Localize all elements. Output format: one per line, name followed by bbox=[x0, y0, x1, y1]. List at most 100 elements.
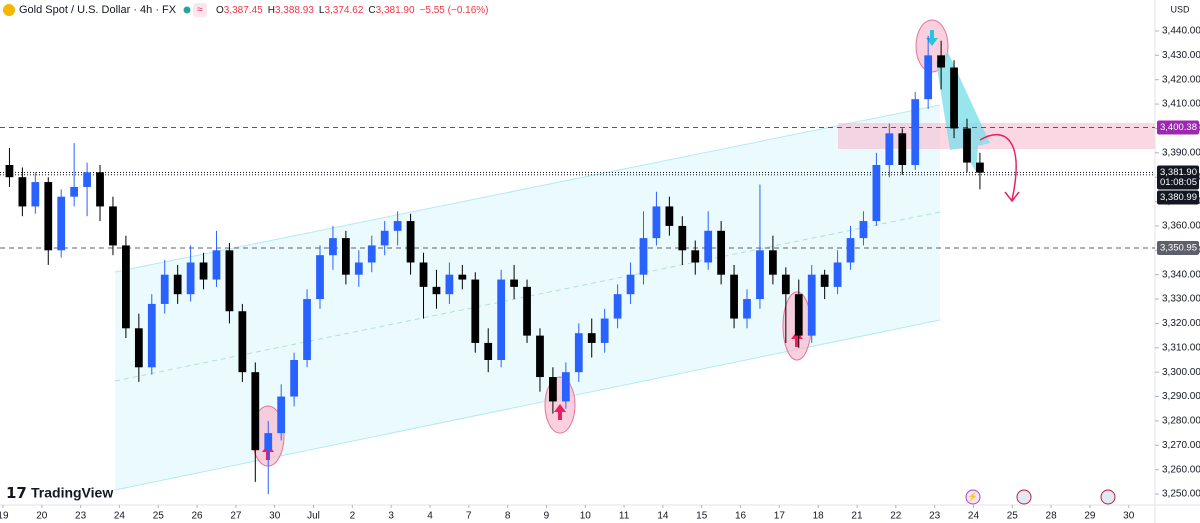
candle-body bbox=[691, 250, 700, 263]
candle-body bbox=[212, 250, 221, 280]
candle-body bbox=[846, 238, 855, 263]
candle-body bbox=[354, 262, 363, 275]
candle-body bbox=[199, 262, 208, 280]
candle-body bbox=[173, 274, 182, 295]
y-tick-label: 3,330.00 bbox=[1162, 294, 1200, 305]
candle-body bbox=[341, 238, 350, 275]
down-arrow-big bbox=[936, 52, 990, 172]
candle-body bbox=[96, 172, 104, 207]
candle-body bbox=[238, 311, 247, 373]
price-tag bbox=[1157, 190, 1199, 205]
price-tag-countdown: 01:08:05 bbox=[1160, 177, 1197, 188]
event-icon-glyph: ⚡ bbox=[967, 490, 978, 502]
candle-body bbox=[626, 274, 635, 295]
x-tick-label: 3 bbox=[388, 511, 394, 522]
candle-body bbox=[872, 165, 881, 222]
ohlc-part: O bbox=[216, 5, 224, 16]
candle-body bbox=[122, 245, 130, 329]
x-tick-label: 30 bbox=[1123, 511, 1135, 522]
logo-icon: 𝟭𝟳 bbox=[6, 485, 27, 502]
candle-body bbox=[186, 262, 195, 295]
x-tick-label: 21 bbox=[851, 511, 863, 522]
ohlc-part: 3,374.62 bbox=[324, 5, 363, 16]
curve-arrow bbox=[979, 133, 1017, 201]
candle-body bbox=[613, 294, 622, 319]
x-tick-label: 30 bbox=[269, 511, 281, 522]
candle-body bbox=[290, 359, 299, 397]
y-tick-label: 3,300.00 bbox=[1162, 367, 1200, 378]
y-tick-label: 3,280.00 bbox=[1162, 416, 1200, 427]
x-tick-label: 28 bbox=[1046, 511, 1058, 522]
price-tag bbox=[1157, 240, 1199, 255]
candle-body bbox=[600, 318, 609, 343]
x-tick-label: 29 bbox=[1084, 511, 1096, 522]
candle-body bbox=[756, 250, 764, 300]
candle-body bbox=[678, 225, 687, 251]
price-tag-label: 3,381.90 bbox=[1160, 167, 1197, 178]
price-tag-label: 3,400.38 bbox=[1160, 122, 1197, 133]
ohlc-part: L bbox=[319, 5, 325, 16]
candle-body bbox=[18, 177, 27, 207]
event-icon bbox=[1016, 489, 1032, 505]
candle-body bbox=[807, 274, 816, 336]
candle-body bbox=[523, 286, 531, 336]
y-tick-label: 3,310.00 bbox=[1162, 342, 1200, 353]
candle-body bbox=[277, 396, 286, 434]
candle-body bbox=[911, 99, 920, 166]
status-dot bbox=[183, 6, 191, 14]
candle-body bbox=[303, 299, 311, 360]
candle-body bbox=[484, 342, 493, 360]
y-tick-label: 3,430.00 bbox=[1162, 50, 1200, 61]
y-tick-label: 3,440.00 bbox=[1162, 26, 1200, 37]
candle-body bbox=[536, 335, 544, 378]
candle-body bbox=[329, 238, 337, 256]
candle-body bbox=[367, 245, 376, 263]
candle-body bbox=[924, 55, 933, 100]
event-icon bbox=[1100, 489, 1116, 505]
brand: TradingView bbox=[31, 485, 113, 501]
candle-body bbox=[497, 279, 506, 360]
candle-body bbox=[717, 230, 726, 275]
candle-body bbox=[406, 221, 415, 263]
candle-body bbox=[781, 274, 790, 295]
channel-top bbox=[114, 104, 941, 273]
ohlc-part: 3,381.90 bbox=[376, 5, 415, 16]
y-tick-label: 3,360.00 bbox=[1162, 221, 1200, 232]
x-tick-label: 23 bbox=[929, 511, 941, 522]
y-tick-label: 3,320.00 bbox=[1162, 318, 1200, 329]
x-tick-label: Jul bbox=[307, 511, 320, 522]
candle-body bbox=[134, 328, 143, 368]
candle-body bbox=[264, 433, 273, 451]
price-tag-label: 3,350.95 bbox=[1160, 243, 1197, 254]
candle-body bbox=[639, 238, 648, 275]
candle-body bbox=[471, 279, 480, 343]
x-tick-label: 20 bbox=[36, 511, 48, 522]
candle-body bbox=[937, 55, 945, 68]
y-tick-label: 3,260.00 bbox=[1162, 464, 1200, 475]
candle-body bbox=[31, 182, 40, 207]
candle-body bbox=[730, 274, 738, 319]
x-tick-label: 17 bbox=[774, 511, 786, 522]
status-box bbox=[193, 3, 207, 17]
x-tick-label: 15 bbox=[696, 511, 708, 522]
candle-body bbox=[57, 196, 66, 251]
candle-body bbox=[561, 372, 570, 402]
candle-body bbox=[393, 221, 402, 231]
x-tick-label: 25 bbox=[153, 511, 165, 522]
candle-body bbox=[743, 299, 751, 319]
candle-body bbox=[794, 294, 803, 336]
candle-body bbox=[833, 262, 842, 287]
curve-arrow-head bbox=[1004, 191, 1020, 203]
x-tick-label: 19 bbox=[0, 511, 9, 522]
candle-body bbox=[885, 133, 894, 166]
ohlc-part: 3,388.93 bbox=[275, 5, 314, 16]
y-tick-label: 3,420.00 bbox=[1162, 74, 1200, 85]
candle-body bbox=[704, 230, 713, 263]
candle-body bbox=[251, 372, 260, 451]
candle-body bbox=[432, 286, 441, 295]
candle-body bbox=[652, 206, 661, 239]
candle-body bbox=[458, 274, 467, 280]
y-tick-label: 3,270.00 bbox=[1162, 440, 1200, 451]
x-tick-label: 14 bbox=[657, 511, 669, 522]
